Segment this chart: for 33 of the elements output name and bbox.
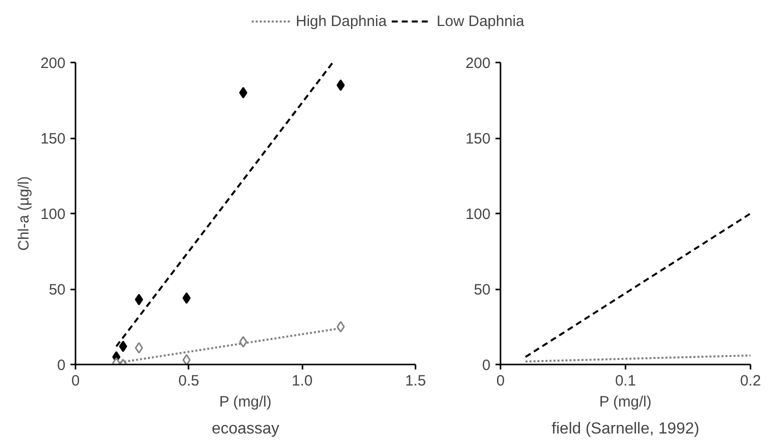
y-tick-label: 200 xyxy=(40,55,66,72)
point xyxy=(239,336,248,348)
legend-label: Low Daphnia xyxy=(436,12,524,30)
x-tick-label: 1.0 xyxy=(292,372,313,390)
legend-label: High Daphnia xyxy=(296,12,387,30)
point xyxy=(134,294,144,306)
point xyxy=(239,86,248,98)
y-axis-title: Chl-a (µg/l) xyxy=(15,176,32,251)
point xyxy=(119,340,128,352)
x-axis-title: P (mg/l) xyxy=(599,394,652,410)
x-tick-label: 0 xyxy=(496,372,505,390)
point xyxy=(336,79,345,91)
y-tick-label: 200 xyxy=(465,55,491,72)
y-tick-label: 150 xyxy=(465,130,491,148)
x-tick-label: 0 xyxy=(71,372,80,390)
text: ecoassay xyxy=(212,420,280,438)
x-tick-label: 0.1 xyxy=(615,372,636,390)
point xyxy=(336,321,345,332)
y-tick-label: 100 xyxy=(465,206,491,223)
y-tick-label: 0 xyxy=(482,357,490,374)
y-tick-label: 0 xyxy=(57,357,66,374)
x-tick-label: 0.5 xyxy=(178,372,200,390)
y-tick-label: 50 xyxy=(48,282,66,298)
y-tick-label: 50 xyxy=(474,282,491,298)
text: field (Sarnelle, 1992) xyxy=(552,420,700,438)
y-tick-label: 100 xyxy=(40,206,66,223)
x-tick-label: 0.2 xyxy=(740,372,761,390)
point xyxy=(134,342,144,354)
point xyxy=(182,292,191,304)
x-axis-title: P (mg/l) xyxy=(219,394,272,410)
x-tick-label: 1.5 xyxy=(405,372,426,390)
y-tick-label: 150 xyxy=(40,130,66,148)
point xyxy=(182,354,191,364)
